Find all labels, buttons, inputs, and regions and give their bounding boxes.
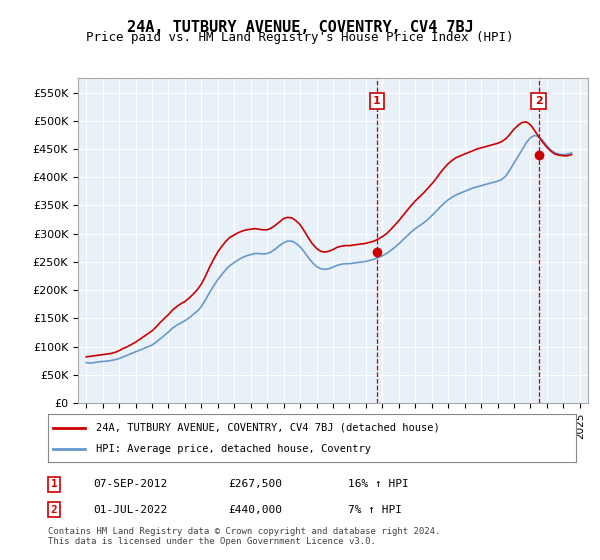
Text: 2: 2: [50, 505, 58, 515]
Text: 2: 2: [535, 96, 542, 106]
Text: HPI: Average price, detached house, Coventry: HPI: Average price, detached house, Cove…: [95, 444, 371, 454]
Text: 01-JUL-2022: 01-JUL-2022: [93, 505, 167, 515]
Text: Contains HM Land Registry data © Crown copyright and database right 2024.
This d: Contains HM Land Registry data © Crown c…: [48, 526, 440, 546]
Text: Price paid vs. HM Land Registry's House Price Index (HPI): Price paid vs. HM Land Registry's House …: [86, 31, 514, 44]
Text: 07-SEP-2012: 07-SEP-2012: [93, 479, 167, 489]
Text: 24A, TUTBURY AVENUE, COVENTRY, CV4 7BJ: 24A, TUTBURY AVENUE, COVENTRY, CV4 7BJ: [127, 20, 473, 35]
Text: 7% ↑ HPI: 7% ↑ HPI: [348, 505, 402, 515]
Text: 24A, TUTBURY AVENUE, COVENTRY, CV4 7BJ (detached house): 24A, TUTBURY AVENUE, COVENTRY, CV4 7BJ (…: [95, 423, 439, 433]
Text: £267,500: £267,500: [228, 479, 282, 489]
Text: 1: 1: [50, 479, 58, 489]
Text: 1: 1: [373, 96, 381, 106]
Text: 16% ↑ HPI: 16% ↑ HPI: [348, 479, 409, 489]
Text: £440,000: £440,000: [228, 505, 282, 515]
